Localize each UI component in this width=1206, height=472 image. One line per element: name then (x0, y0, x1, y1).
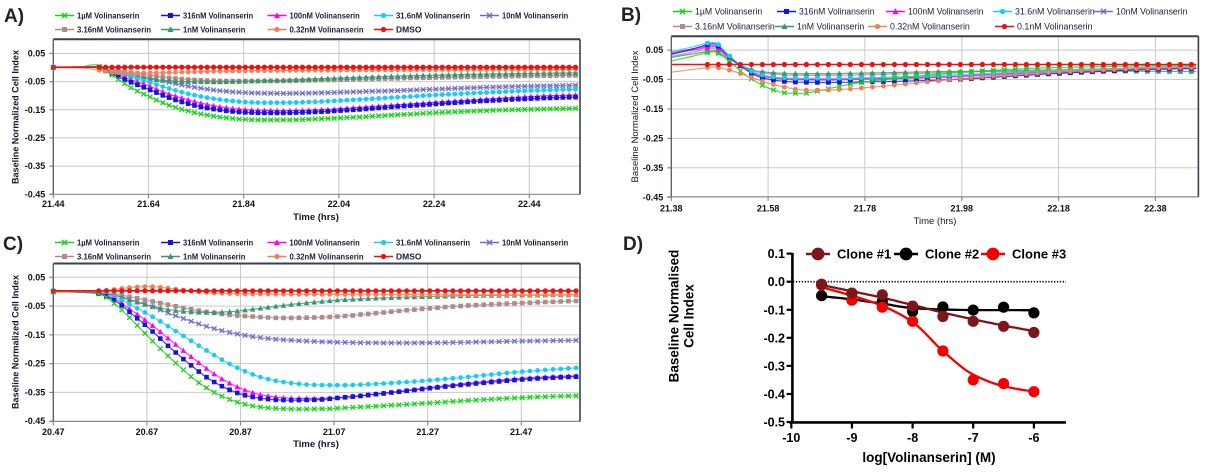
svg-text:log[Volinanserin] (M): log[Volinanserin] (M) (862, 450, 995, 465)
svg-text:-0.35: -0.35 (25, 161, 46, 171)
svg-text:0.32nM Volinanserin: 0.32nM Volinanserin (290, 252, 364, 262)
svg-text:0.32nM Volinanserin: 0.32nM Volinanserin (890, 22, 970, 32)
svg-text:1nM Volinanserin: 1nM Volinanserin (183, 25, 245, 35)
svg-text:Baseline Normalized Cell Index: Baseline Normalized Cell Index (11, 49, 22, 184)
svg-text:0.1: 0.1 (768, 247, 785, 261)
svg-text:-0.15: -0.15 (643, 104, 664, 114)
svg-text:22.04: 22.04 (328, 199, 351, 209)
svg-text:10nM Volinanserin: 10nM Volinanserin (502, 238, 568, 248)
svg-text:22.18: 22.18 (1047, 204, 1070, 214)
svg-text:100nM Volinanserin: 100nM Volinanserin (290, 11, 360, 21)
svg-text:Cell Index: Cell Index (682, 284, 697, 348)
svg-text:-0.45: -0.45 (643, 192, 664, 202)
svg-text:-8: -8 (907, 431, 918, 445)
svg-text:Baseline Normalized Cell Index: Baseline Normalized Cell Index (630, 50, 641, 182)
svg-text:3.16nM Volinanserin: 3.16nM Volinanserin (77, 252, 151, 262)
svg-text:21.47: 21.47 (510, 427, 533, 437)
svg-text:21.78: 21.78 (854, 204, 877, 214)
svg-text:0.32nM Volinanserin: 0.32nM Volinanserin (290, 25, 364, 35)
svg-text:Time (hrs): Time (hrs) (293, 439, 339, 450)
svg-text:Baseline Normalized Cell Index: Baseline Normalized Cell Index (11, 274, 22, 409)
svg-text:20.87: 20.87 (229, 427, 252, 437)
svg-text:-0.05: -0.05 (25, 77, 46, 87)
svg-text:31.6nM Volinanserin: 31.6nM Volinanserin (396, 238, 470, 248)
svg-text:-0.35: -0.35 (25, 387, 46, 397)
svg-text:31.6nM Volinanserin: 31.6nM Volinanserin (1015, 7, 1095, 17)
svg-text:21.07: 21.07 (323, 427, 346, 437)
svg-text:-0.25: -0.25 (643, 133, 664, 143)
svg-text:21.98: 21.98 (951, 204, 974, 214)
svg-text:21.64: 21.64 (137, 199, 160, 209)
svg-text:-9: -9 (846, 431, 857, 445)
svg-text:Time (hrs): Time (hrs) (293, 212, 339, 223)
svg-text:D): D) (623, 234, 643, 255)
svg-text:316nM Volinanserin: 316nM Volinanserin (799, 7, 875, 17)
svg-text:21.84: 21.84 (232, 199, 255, 209)
svg-text:1µM Volinanserin: 1µM Volinanserin (77, 11, 139, 21)
svg-text:316nM Volinanserin: 316nM Volinanserin (183, 11, 253, 21)
svg-text:10nM Volinanserin: 10nM Volinanserin (502, 11, 568, 21)
svg-text:-0.15: -0.15 (25, 105, 46, 115)
svg-text:0.05: 0.05 (28, 48, 46, 58)
svg-text:Clone #2: Clone #2 (925, 247, 979, 262)
svg-text:31.6nM Volinanserin: 31.6nM Volinanserin (396, 11, 470, 21)
svg-text:3.16nM Volinanserin: 3.16nM Volinanserin (695, 22, 775, 32)
svg-text:-7: -7 (968, 431, 979, 445)
svg-text:20.67: 20.67 (136, 427, 159, 437)
svg-text:-0.35: -0.35 (643, 163, 664, 173)
svg-text:B): B) (621, 5, 641, 26)
svg-text:C): C) (3, 234, 23, 255)
svg-text:-0.2: -0.2 (763, 331, 785, 345)
svg-text:0.1nM Volinanserin: 0.1nM Volinanserin (1017, 22, 1093, 32)
svg-text:-0.3: -0.3 (763, 359, 785, 373)
svg-text:21.38: 21.38 (660, 204, 683, 214)
svg-text:21.58: 21.58 (757, 204, 780, 214)
svg-text:316nM Volinanserin: 316nM Volinanserin (183, 238, 253, 248)
svg-text:21.27: 21.27 (416, 427, 439, 437)
svg-text:21.44: 21.44 (42, 199, 65, 209)
svg-text:-0.45: -0.45 (25, 189, 46, 199)
svg-text:-0.05: -0.05 (25, 301, 46, 311)
svg-text:-0.25: -0.25 (25, 359, 46, 369)
svg-text:Clone #3: Clone #3 (1012, 247, 1066, 262)
svg-text:10nM Volinanserin: 10nM Volinanserin (1116, 7, 1187, 17)
svg-text:-0.05: -0.05 (643, 75, 664, 85)
svg-text:22.44: 22.44 (518, 199, 541, 209)
svg-text:Baseline Normalised: Baseline Normalised (667, 250, 682, 383)
svg-text:1nM Volinanserin: 1nM Volinanserin (797, 22, 864, 32)
svg-text:-10: -10 (782, 431, 800, 445)
svg-text:Clone #1: Clone #1 (837, 247, 891, 262)
svg-text:1µM Volinanserin: 1µM Volinanserin (695, 7, 762, 17)
svg-text:-0.45: -0.45 (25, 416, 46, 426)
svg-text:-0.1: -0.1 (763, 303, 785, 317)
svg-text:-6: -6 (1028, 431, 1039, 445)
svg-text:Time (hrs): Time (hrs) (914, 216, 957, 227)
svg-text:22.24: 22.24 (423, 199, 446, 209)
svg-text:-0.15: -0.15 (25, 330, 46, 340)
svg-text:0.05: 0.05 (646, 45, 664, 55)
svg-text:0.05: 0.05 (28, 272, 46, 282)
svg-text:-0.5: -0.5 (763, 416, 785, 430)
svg-text:1µM Volinanserin: 1µM Volinanserin (77, 238, 139, 248)
svg-text:-0.4: -0.4 (763, 388, 785, 402)
svg-text:A): A) (4, 6, 24, 27)
svg-text:1nM Volinanserin: 1nM Volinanserin (183, 252, 245, 262)
svg-text:20.47: 20.47 (42, 427, 65, 437)
svg-text:0.0: 0.0 (768, 275, 785, 289)
svg-text:100nM Volinanserin: 100nM Volinanserin (290, 238, 360, 248)
svg-text:100nM Volinanserin: 100nM Volinanserin (908, 7, 984, 17)
svg-text:-0.25: -0.25 (25, 133, 46, 143)
svg-text:22.38: 22.38 (1144, 204, 1167, 214)
svg-text:3.16nM Volinanserin: 3.16nM Volinanserin (77, 25, 151, 35)
svg-text:DMSO: DMSO (396, 252, 422, 262)
svg-text:DMSO: DMSO (396, 25, 422, 35)
